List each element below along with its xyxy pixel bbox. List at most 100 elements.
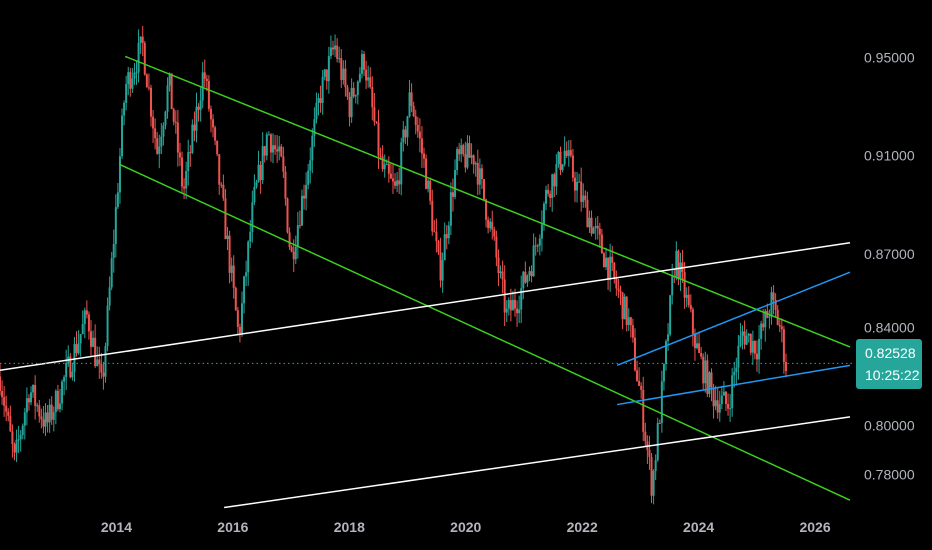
- candle-body: [466, 143, 469, 168]
- candle-body: [360, 54, 363, 74]
- candle-body: [621, 292, 624, 320]
- trend-line: [0, 241, 851, 371]
- candle-body: [65, 362, 68, 378]
- candle-body: [121, 115, 124, 157]
- candle-body: [127, 72, 130, 85]
- candle-body: [0, 376, 1, 392]
- candle-body: [118, 156, 121, 193]
- candle-body: [315, 102, 318, 120]
- candle-body: [567, 150, 570, 157]
- candle-body: [191, 124, 194, 153]
- candle-body: [710, 372, 713, 388]
- candle-body: [722, 391, 725, 396]
- candle-body: [44, 412, 47, 427]
- candle-body: [458, 149, 461, 155]
- candle-body: [569, 150, 572, 156]
- candle-body: [263, 146, 266, 156]
- candle-body: [660, 381, 663, 424]
- candle-body: [636, 370, 639, 381]
- candle-body: [160, 136, 163, 147]
- candle-body: [404, 129, 407, 138]
- candle-body: [427, 180, 430, 189]
- candle-body: [391, 178, 394, 182]
- candle-body: [209, 108, 212, 120]
- candle-body: [478, 168, 481, 185]
- candle-body: [255, 182, 258, 187]
- candle-body: [685, 294, 688, 298]
- candle-body: [420, 138, 423, 154]
- candle-body: [193, 124, 196, 131]
- candle-body: [1, 391, 4, 398]
- candle-body: [280, 146, 283, 157]
- candle-body: [520, 288, 523, 310]
- candle-body: [402, 129, 405, 143]
- candle-body: [532, 245, 535, 277]
- candle-body: [503, 279, 506, 313]
- candle-body: [528, 271, 531, 276]
- x-tick-label: 2014: [101, 519, 132, 535]
- candle-body: [578, 181, 581, 183]
- candle-body: [135, 72, 138, 74]
- candle-body: [369, 77, 372, 87]
- candle-body: [507, 300, 510, 309]
- candle-body: [172, 109, 175, 122]
- candle-body: [706, 360, 709, 394]
- candle-body: [282, 156, 285, 172]
- candle-body: [259, 164, 262, 181]
- candle-body: [267, 134, 270, 136]
- candle-body: [226, 235, 229, 240]
- candle-body: [609, 256, 612, 280]
- candle-body: [147, 87, 150, 89]
- candle-body: [338, 58, 341, 60]
- candle-body: [600, 234, 603, 254]
- x-tick-label: 2024: [683, 519, 714, 535]
- trend-lines-layer: [0, 55, 851, 509]
- candle-body: [265, 134, 268, 156]
- candle-body: [683, 271, 686, 298]
- candle-body: [379, 155, 382, 157]
- candle-body: [648, 449, 651, 457]
- candle-body: [352, 87, 355, 97]
- candle-body: [38, 405, 41, 417]
- candle-body: [143, 42, 146, 75]
- candle-body: [50, 404, 53, 420]
- candle-body: [700, 352, 703, 357]
- candle-body: [149, 87, 152, 117]
- candle-body: [400, 142, 403, 185]
- candle-body: [243, 276, 246, 304]
- candle-body: [284, 171, 287, 199]
- candle-body: [497, 257, 500, 274]
- candle-body: [230, 265, 233, 273]
- candle-body: [737, 345, 740, 368]
- candle-body: [511, 299, 514, 311]
- candle-body: [166, 85, 169, 112]
- candle-body: [104, 346, 107, 377]
- candle-body: [228, 235, 231, 273]
- candle-body: [245, 272, 248, 277]
- candle-body: [187, 152, 190, 172]
- candle-body: [106, 305, 109, 347]
- candle-body: [75, 344, 78, 354]
- candle-body: [573, 177, 576, 191]
- trend-line: [124, 55, 851, 348]
- candle-body: [224, 198, 227, 240]
- last-price-badge: 0.82528 10:25:22: [856, 339, 922, 389]
- candle-body: [480, 168, 483, 180]
- candle-body: [642, 389, 645, 432]
- y-tick-label: 0.95000: [864, 50, 915, 66]
- candle-body: [534, 245, 537, 247]
- candle-body: [321, 76, 324, 104]
- candle-body: [307, 170, 310, 185]
- candle-body: [727, 403, 730, 409]
- y-tick-label: 0.91000: [864, 148, 915, 164]
- candle-body: [689, 305, 692, 310]
- candle-body: [439, 252, 442, 281]
- candle-body: [702, 356, 705, 384]
- candle-body: [414, 116, 417, 125]
- candle-body: [524, 271, 527, 283]
- candle-body: [760, 323, 763, 339]
- candle-body: [81, 323, 84, 335]
- candle-body: [514, 299, 517, 309]
- candle-body: [108, 287, 111, 306]
